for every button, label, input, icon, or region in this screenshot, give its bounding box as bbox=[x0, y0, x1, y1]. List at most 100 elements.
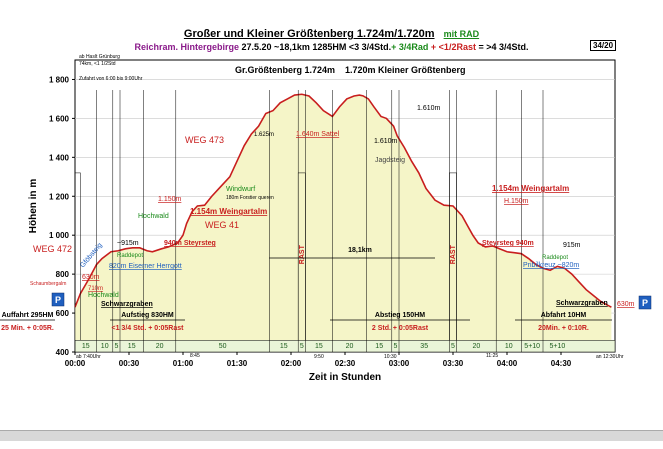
y-axis-title: Höhen in m bbox=[28, 179, 39, 234]
y-tick-label: 600 bbox=[56, 309, 70, 318]
leg-duration: 25 Min. + 0:05R. bbox=[1, 325, 54, 332]
note-forstier: 180m Forstier queren bbox=[226, 195, 274, 201]
x-tick-label: 01:00 bbox=[173, 359, 194, 368]
leg-duration: 2 Std. + 0:05Rast bbox=[372, 325, 429, 332]
summit-label-2: 1.720m Kleiner Größtenberg bbox=[345, 65, 466, 75]
y-tick-label: 800 bbox=[56, 270, 70, 279]
alt-label-1150a: 1.150m bbox=[158, 196, 182, 203]
subtitle-rad: + 3/4Rad bbox=[391, 42, 429, 52]
summit-label-1: Gr.Größtenberg 1.724m bbox=[235, 65, 335, 75]
x-axis-title: Zeit in Stunden bbox=[309, 372, 381, 383]
bike-depot-1: Raddepot bbox=[117, 253, 143, 259]
profile-fill bbox=[75, 94, 612, 353]
route-label-weg473: WEG 473 bbox=[185, 135, 224, 145]
elevation-chart: 400 600 800 1 000 1 200 1 400 1 600 1 800 00:00 0… bbox=[0, 54, 652, 383]
minutes-label: 5+10 bbox=[524, 343, 540, 350]
minutes-label: 15 bbox=[82, 343, 90, 350]
chart-subtitle: Reichram. Hintergebirge 27.5.20 ~18,1km … bbox=[0, 42, 663, 52]
minutes-label: 20 bbox=[156, 343, 164, 350]
rest-label: RAST bbox=[450, 244, 457, 264]
title-tag: mit RAD bbox=[443, 29, 480, 39]
alt-label-1625: 1.625m bbox=[254, 132, 274, 138]
title-main: Großer und Kleiner Größtenberg 1.724m/1.… bbox=[183, 28, 435, 40]
page-number: 34/20 bbox=[590, 40, 617, 51]
x-tick-label: 00:30 bbox=[119, 359, 140, 368]
alt-label-915b: 915m bbox=[563, 242, 581, 249]
y-tick-label: 1 600 bbox=[49, 114, 70, 123]
time-2: 9:50 bbox=[314, 354, 324, 360]
time-1: 8:45 bbox=[190, 353, 200, 359]
parking-end-label: P bbox=[642, 298, 648, 308]
note-start-3: Zufahrt von 6:00 bis 9:00Uhr bbox=[79, 76, 143, 82]
taskbar-strip bbox=[0, 430, 663, 441]
subtitle-stats: 27.5.20 ~18,1km 1285HM <3 3/4Std. bbox=[239, 42, 392, 52]
alt-label-915a: ~915m bbox=[117, 240, 139, 247]
profile-line bbox=[74, 93, 612, 308]
note-hochwald-1: Hochwald bbox=[138, 213, 169, 220]
place-schwarzgraben-2: Schwarzgraben bbox=[556, 300, 608, 307]
alt-label-630a: 630m bbox=[82, 274, 100, 281]
place-schaumbergalm: Schaumbergalm bbox=[30, 281, 66, 287]
hut-label-2: 1.154m Weingartalm bbox=[492, 184, 569, 193]
y-tick-label: 400 bbox=[56, 348, 70, 357]
time-start: ab 7:40Uhr bbox=[76, 354, 101, 360]
y-tick-label: 1 400 bbox=[49, 153, 70, 162]
time-end: an 12:30Uhr bbox=[596, 354, 624, 360]
leg-duration: <1 3/4 Std. + 0:05Rast bbox=[112, 325, 185, 332]
minutes-label: 5 bbox=[393, 343, 397, 350]
rest-label: RAST bbox=[299, 244, 306, 264]
minutes-label: 5 bbox=[114, 343, 118, 350]
minutes-label: 15 bbox=[315, 343, 323, 350]
place-steyrsteg-1: 940m Steyrsteg bbox=[164, 240, 216, 247]
note-start-2: 74km, <1 1/2Std bbox=[79, 61, 116, 67]
minutes-label: 35 bbox=[420, 343, 428, 350]
bike-depot-2: Raddepot bbox=[542, 255, 568, 261]
minutes-label: 5 bbox=[451, 343, 455, 350]
place-pribilkreuz: Pribilkreuz ~820m bbox=[523, 262, 579, 269]
note-start-1: ab Haslt Grünburg bbox=[79, 54, 120, 60]
time-3: 10:30 bbox=[384, 354, 397, 360]
y-tick-label: 1 800 bbox=[49, 75, 70, 84]
leg-duration: 20Min. + 0:10R. bbox=[538, 325, 589, 332]
hut-label-1: 1.154m Weingartalm bbox=[190, 207, 267, 216]
chart-title: Großer und Kleiner Größtenberg 1.724m/1.… bbox=[0, 28, 663, 40]
minutes-label: 15 bbox=[128, 343, 136, 350]
place-steyrsteg-2: Steyrsteg 940m bbox=[482, 240, 534, 247]
distance-label: 18,1km bbox=[348, 247, 372, 254]
minutes-label: 15 bbox=[375, 343, 383, 350]
subtitle-total: = >4 3/4Std. bbox=[475, 42, 529, 52]
alt-label-1150b: H.150m bbox=[504, 198, 529, 205]
time-4: 11:25 bbox=[486, 353, 498, 359]
x-tick-label: 04:00 bbox=[497, 359, 518, 368]
alt-label-1610b: 1.610m bbox=[417, 105, 441, 112]
alt-label-630b: 630m bbox=[617, 301, 635, 308]
x-tick-label: 02:30 bbox=[335, 359, 356, 368]
minutes-label: 20 bbox=[473, 343, 481, 350]
parking-start-icon bbox=[51, 292, 65, 307]
place-sattel: 1.640m Sattel bbox=[296, 131, 340, 138]
parking-start-label: P bbox=[55, 295, 61, 305]
minutes-label: 20 bbox=[346, 343, 354, 350]
minutes-label: 10 bbox=[505, 343, 513, 350]
minutes-label: 10 bbox=[101, 343, 109, 350]
route-label-weg472: WEG 472 bbox=[33, 244, 72, 254]
y-tick-label: 1 000 bbox=[49, 231, 70, 240]
minutes-label: 5+10 bbox=[550, 343, 566, 350]
x-tick-label: 03:30 bbox=[443, 359, 464, 368]
minutes-label: 15 bbox=[280, 343, 288, 350]
x-tick-label: 00:00 bbox=[65, 359, 86, 368]
alt-label-710: 710m bbox=[88, 286, 103, 292]
minutes-label: 50 bbox=[219, 343, 227, 350]
x-tick-label: 04:30 bbox=[551, 359, 572, 368]
minutes-label: 5 bbox=[300, 343, 304, 350]
alt-label-1610a: 1.610m bbox=[374, 138, 398, 145]
note-hochwald-2: Hochwald bbox=[88, 292, 119, 299]
leg-title: Abstieg 150HM bbox=[375, 312, 425, 319]
leg-title: Auffahrt 295HM bbox=[2, 312, 54, 319]
place-eiserner-herrgott: 820m Eiserner Herrgott bbox=[109, 263, 182, 270]
x-tick-label: 01:30 bbox=[227, 359, 248, 368]
x-tick-label: 03:00 bbox=[389, 359, 410, 368]
x-tick-label: 02:00 bbox=[281, 359, 302, 368]
subtitle-rast: + <1/2Rast bbox=[428, 42, 476, 52]
note-windwurf: Windwurf bbox=[226, 186, 255, 193]
